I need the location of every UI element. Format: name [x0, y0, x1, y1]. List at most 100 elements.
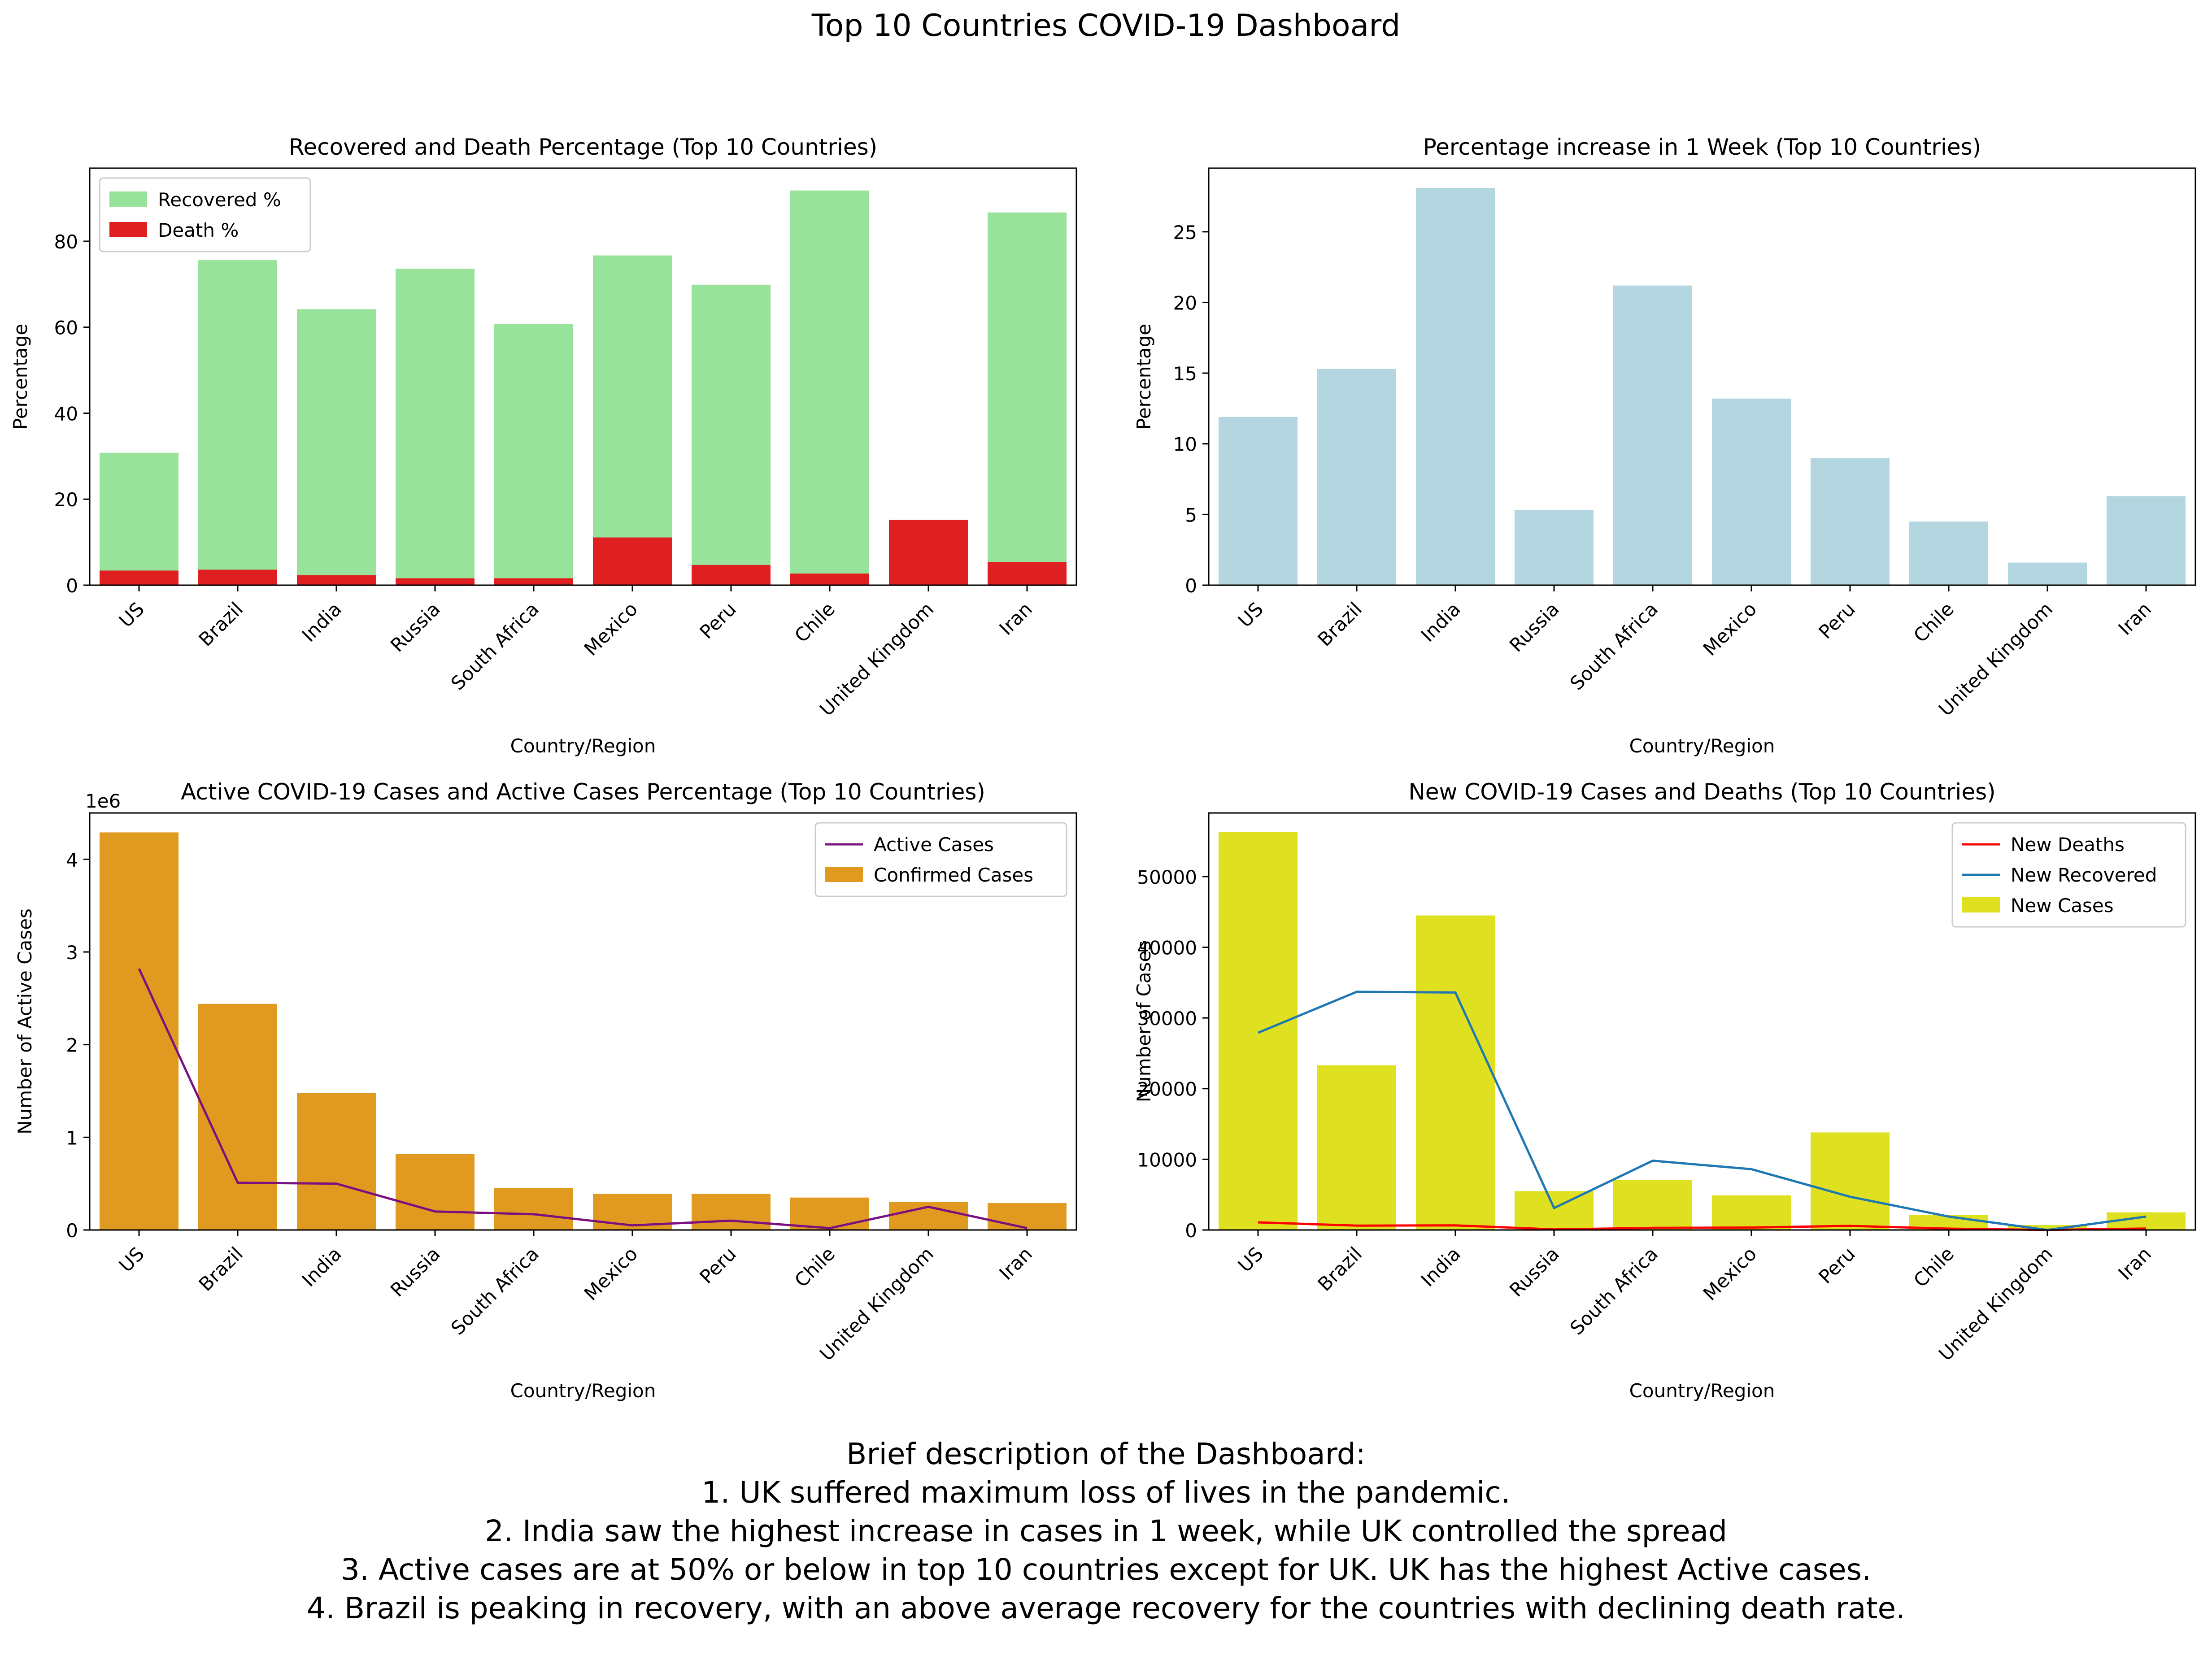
bar-death-brazil — [198, 569, 277, 585]
legend-label-active-cases: Active Cases — [874, 834, 994, 856]
x-tick-label-india: India — [1417, 1243, 1465, 1291]
bar-recovered-russia — [396, 269, 475, 585]
legend-label-new-deaths: New Deaths — [2011, 834, 2125, 856]
y-axis-label: Percentage — [1133, 324, 1155, 430]
description-line-1: 1. UK suffered maximum loss of lives in … — [701, 1475, 1511, 1510]
y-axis-label: Percentage — [9, 324, 31, 430]
bar-confirmed-cases-chile — [790, 1197, 869, 1230]
legend-box — [99, 177, 311, 252]
bar-new-cases-south-africa — [1613, 1180, 1692, 1230]
x-tick-label-iran: Iran — [995, 1243, 1036, 1284]
line-new-recovered — [1258, 991, 2147, 1231]
x-tick-label-brazil: Brazil — [1314, 1243, 1367, 1295]
axes-frame — [1208, 167, 2196, 586]
dashboard-title: Top 10 Countries COVID-19 Dashboard — [811, 8, 1401, 43]
x-tick-label-chile: Chile — [1909, 1243, 1958, 1291]
legend-box — [814, 822, 1067, 897]
bar-value-russia — [1515, 510, 1594, 585]
x-tick-label-mexico: Mexico — [1699, 598, 1761, 660]
bar-death-chile — [790, 574, 869, 585]
bar-recovered-iran — [988, 212, 1067, 585]
chart-2: Percentage increase in 1 Week (Top 10 Co… — [1133, 134, 2196, 757]
y-tick-label: 0 — [1185, 575, 1197, 597]
chart-4: New COVID-19 Cases and Deaths (Top 10 Co… — [1133, 779, 2196, 1402]
x-tick-label-south-africa: South Africa — [447, 598, 543, 694]
y-tick-label: 40000 — [1137, 937, 1197, 959]
x-tick-label-us: US — [1234, 598, 1267, 631]
bar-value-chile — [1909, 521, 1988, 585]
y-tick-label: 25 — [1173, 222, 1197, 243]
y-tick-label: 40 — [54, 403, 78, 425]
y-tick-label: 3 — [66, 942, 78, 964]
bar-value-united-kingdom — [2008, 562, 2087, 585]
bar-recovered-peru — [692, 284, 771, 585]
bar-death-united-kingdom — [889, 520, 968, 585]
bar-value-mexico — [1712, 398, 1791, 585]
bar-confirmed-cases-south-africa — [494, 1188, 573, 1230]
axes-frame — [89, 812, 1077, 1231]
legend-label-confirmed-cases: Confirmed Cases — [874, 864, 1033, 886]
x-tick-label-mexico: Mexico — [580, 598, 642, 660]
y-tick-label: 0 — [1185, 1220, 1197, 1242]
chart-title: New COVID-19 Cases and Deaths (Top 10 Co… — [1408, 779, 1995, 805]
bar-death-mexico — [593, 537, 672, 585]
y-tick-label: 1 — [66, 1127, 78, 1149]
bar-confirmed-cases-brazil — [198, 1004, 277, 1230]
description-line-3: 3. Active cases are at 50% or below in t… — [340, 1552, 1872, 1587]
x-axis-label: Country/Region — [510, 1380, 656, 1402]
description-line-2: 2. India saw the highest increase in cas… — [484, 1514, 1728, 1548]
legend-label-recovered: Recovered % — [158, 189, 281, 211]
y-tick-label: 5 — [1185, 504, 1197, 526]
bar-confirmed-cases-india — [297, 1093, 376, 1230]
line-active-cases — [138, 968, 1028, 1230]
y-tick-label: 30000 — [1137, 1008, 1197, 1030]
chart-title: Percentage increase in 1 Week (Top 10 Co… — [1423, 134, 1981, 160]
legend: New Deaths New Recovered New Cases — [1951, 822, 2186, 928]
bar-confirmed-cases-peru — [692, 1194, 771, 1230]
x-tick-label-us: US — [1234, 1243, 1267, 1276]
bar-recovered-mexico — [593, 255, 672, 585]
x-tick-label-brazil: Brazil — [195, 1243, 248, 1295]
x-tick-label-mexico: Mexico — [1699, 1243, 1761, 1304]
bar-new-cases-india — [1416, 915, 1495, 1230]
x-tick-label-russia: Russia — [1505, 598, 1563, 656]
chart-title: Recovered and Death Percentage (Top 10 C… — [289, 134, 877, 160]
bar-new-cases-us — [1219, 832, 1298, 1230]
legend: Active Cases Confirmed Cases — [814, 822, 1067, 897]
x-tick-label-iran: Iran — [995, 598, 1036, 639]
bar-death-iran — [988, 562, 1067, 585]
x-tick-label-south-africa: South Africa — [447, 1243, 543, 1339]
axes-frame — [1208, 812, 2196, 1231]
x-tick-label-mexico: Mexico — [580, 1243, 642, 1304]
y-tick-label: 80 — [54, 231, 78, 253]
bar-recovered-brazil — [198, 260, 277, 585]
bar-confirmed-cases-iran — [988, 1203, 1067, 1230]
x-tick-label-us: US — [115, 598, 148, 631]
legend-label-new-recovered: New Recovered — [2011, 864, 2157, 886]
x-tick-label-south-africa: South Africa — [1566, 1243, 1662, 1339]
y-tick-label: 10000 — [1137, 1149, 1197, 1171]
x-tick-label-india: India — [298, 598, 346, 646]
x-tick-label-peru: Peru — [695, 598, 740, 643]
bar-death-peru — [692, 565, 771, 585]
bar-value-south-africa — [1613, 285, 1692, 585]
y-axis-label: Number of Active Cases — [14, 908, 36, 1134]
x-tick-label-india: India — [298, 1243, 346, 1291]
bar-recovered-india — [297, 309, 376, 585]
x-tick-label-chile: Chile — [1909, 598, 1958, 647]
x-tick-label-chile: Chile — [790, 598, 839, 647]
x-tick-label-russia: Russia — [1505, 1243, 1563, 1301]
bar-new-cases-mexico — [1712, 1195, 1791, 1230]
x-tick-label-india: India — [1417, 598, 1465, 646]
y-tick-label: 20000 — [1137, 1078, 1197, 1100]
bar-confirmed-cases-us — [100, 832, 179, 1230]
legend-swatch-death — [109, 222, 147, 237]
bar-new-cases-united-kingdom — [2008, 1225, 2087, 1230]
x-tick-label-iran: Iran — [2114, 1243, 2155, 1284]
x-axis-label: Country/Region — [1629, 735, 1775, 757]
bar-new-cases-russia — [1515, 1191, 1594, 1230]
y-tick-label: 20 — [1173, 292, 1197, 314]
bar-death-south-africa — [494, 578, 573, 585]
